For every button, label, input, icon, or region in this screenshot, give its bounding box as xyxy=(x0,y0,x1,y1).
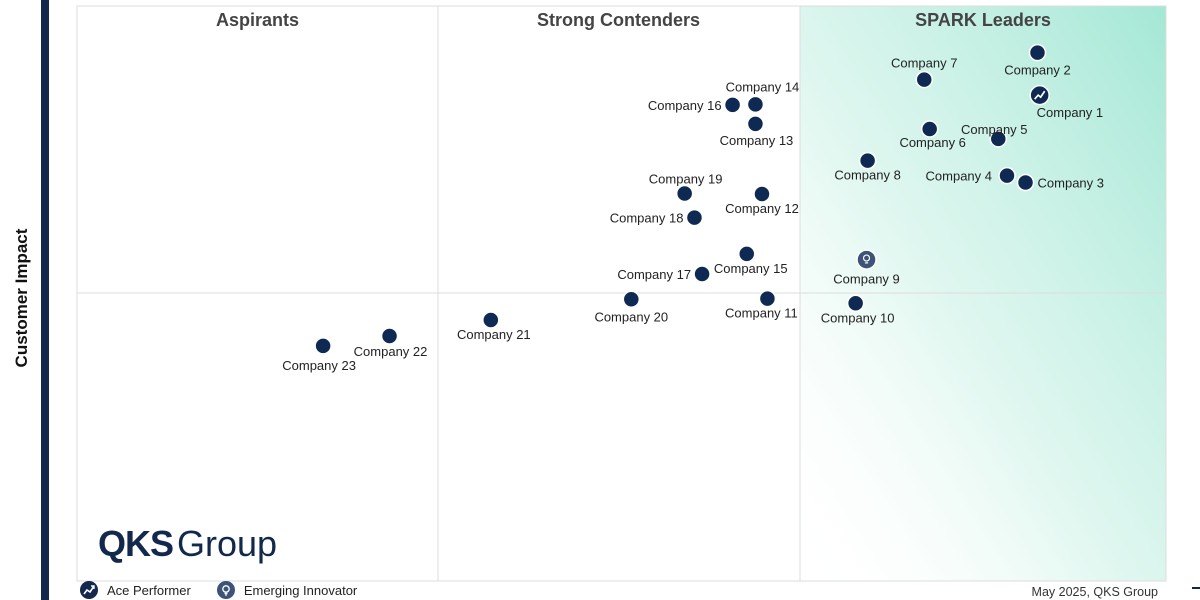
data-point-company-5: Company 5 xyxy=(961,122,1028,148)
point-label-company-9: Company 9 xyxy=(833,272,899,287)
marker-company-21 xyxy=(482,311,500,329)
lightbulb-icon xyxy=(216,581,235,599)
point-label-company-4: Company 4 xyxy=(926,169,992,184)
trend-arrow-icon xyxy=(1034,90,1046,100)
point-label-company-8: Company 8 xyxy=(834,168,900,183)
point-label-company-22: Company 22 xyxy=(354,344,428,359)
logo-text-sub: Group xyxy=(177,523,278,564)
marker-company-15 xyxy=(737,245,756,263)
marker-company-4 xyxy=(998,166,1016,185)
point-label-company-2: Company 2 xyxy=(1004,63,1070,78)
data-point-company-8: Company 8 xyxy=(834,151,901,183)
data-point-company-16: Company 16 xyxy=(648,96,742,114)
trend-arrow-icon xyxy=(80,581,98,599)
data-point-company-23: Company 23 xyxy=(282,337,356,373)
quadrant-title-strong-contenders: Strong Contenders xyxy=(536,10,700,30)
marker-company-5 xyxy=(989,130,1008,148)
data-point-company-9: Company 9 xyxy=(833,249,900,287)
data-point-company-4: Company 4 xyxy=(926,166,1016,185)
point-label-company-1: Company 1 xyxy=(1037,105,1103,120)
logo-text-main: QKS xyxy=(98,523,174,564)
marker-company-22 xyxy=(380,327,399,345)
data-point-company-13: Company 13 xyxy=(720,115,794,148)
marker-company-8 xyxy=(858,151,877,170)
point-label-company-17: Company 17 xyxy=(617,267,691,282)
point-label-company-5: Company 5 xyxy=(961,122,1027,137)
marker-company-2 xyxy=(1028,43,1047,62)
legend-item-emerging-innovator: Emerging Innovator xyxy=(216,581,358,599)
marker-company-17 xyxy=(693,265,711,283)
data-point-company-1: Company 1 xyxy=(1029,84,1103,120)
data-point-company-3: Company 3 xyxy=(1016,173,1104,192)
lightbulb-icon xyxy=(862,254,871,262)
marker-company-23 xyxy=(314,337,332,355)
data-point-company-7: Company 7 xyxy=(891,56,957,89)
data-point-company-20: Company 20 xyxy=(594,290,668,324)
point-label-company-6: Company 6 xyxy=(899,135,965,150)
legend: Ace Performer Emerging Innovator xyxy=(80,580,383,600)
marker-company-1 xyxy=(1029,84,1050,106)
left-accent-bar xyxy=(41,0,49,600)
marker-company-7 xyxy=(915,70,933,89)
point-label-company-15: Company 15 xyxy=(714,261,788,276)
marker-company-11 xyxy=(758,289,777,308)
footer-date-source: May 2025, QKS Group xyxy=(1031,585,1158,599)
marker-company-12 xyxy=(753,185,771,203)
data-point-company-18: Company 18 xyxy=(610,208,704,227)
data-point-company-6: Company 6 xyxy=(899,120,966,150)
data-points: Company 1 Company 2 Company 3 Company 4 Comp… xyxy=(282,43,1104,373)
point-label-company-10: Company 10 xyxy=(821,310,895,325)
point-label-company-16: Company 16 xyxy=(648,98,722,113)
marker-company-19 xyxy=(675,184,694,203)
data-point-company-11: Company 11 xyxy=(725,289,798,321)
marker-company-14 xyxy=(746,95,765,114)
data-point-company-10: Company 10 xyxy=(821,294,895,325)
point-label-company-11: Company 11 xyxy=(725,306,798,321)
data-point-company-12: Company 12 xyxy=(725,185,799,216)
qks-group-logo: QKS Group xyxy=(98,524,277,564)
point-label-company-18: Company 18 xyxy=(610,211,684,226)
data-point-company-21: Company 21 xyxy=(457,311,531,342)
quadrant-title-spark-leaders: SPARK Leaders xyxy=(915,10,1051,30)
marker-company-6 xyxy=(920,120,939,138)
point-label-company-23: Company 23 xyxy=(282,358,356,373)
marker-company-16 xyxy=(723,96,742,114)
marker-company-9 xyxy=(856,249,877,270)
data-point-company-2: Company 2 xyxy=(1004,43,1071,78)
data-point-company-17: Company 17 xyxy=(617,265,711,283)
point-label-company-14: Company 14 xyxy=(726,79,800,94)
marker-company-13 xyxy=(746,115,765,133)
point-label-company-13: Company 13 xyxy=(720,133,794,148)
legend-label-emerging-innovator: Emerging Innovator xyxy=(243,582,358,598)
data-point-company-19: Company 19 xyxy=(649,171,723,203)
data-point-company-15: Company 15 xyxy=(714,245,788,276)
point-label-company-21: Company 21 xyxy=(457,327,531,342)
marker-company-3 xyxy=(1016,173,1035,192)
data-point-company-14: Company 14 xyxy=(726,79,800,114)
legend-label-ace-performer: Ace Performer xyxy=(107,582,191,598)
corner-mark xyxy=(1192,587,1200,593)
point-label-company-20: Company 20 xyxy=(594,309,668,324)
quadrant-title-aspirants: Aspirants xyxy=(215,10,300,30)
point-label-company-19: Company 19 xyxy=(649,171,723,186)
point-label-company-7: Company 7 xyxy=(891,56,957,71)
point-label-company-3: Company 3 xyxy=(1038,176,1104,191)
point-label-company-12: Company 12 xyxy=(725,201,799,216)
data-point-company-22: Company 22 xyxy=(354,327,428,359)
marker-company-18 xyxy=(685,208,704,227)
legend-item-ace-performer: Ace Performer xyxy=(80,581,191,599)
marker-company-10 xyxy=(846,294,865,313)
marker-company-20 xyxy=(622,290,641,308)
